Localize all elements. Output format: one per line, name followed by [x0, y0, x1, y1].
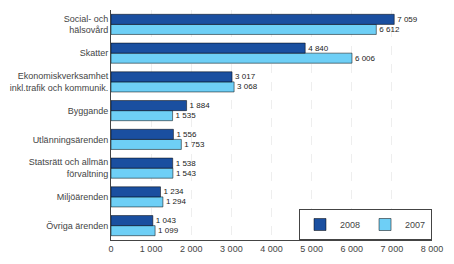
- svg-text:6 612: 6 612: [379, 25, 400, 34]
- svg-text:7 000: 7 000: [381, 244, 404, 254]
- svg-text:2007: 2007: [405, 220, 425, 230]
- svg-text:Skatter: Skatter: [80, 48, 109, 58]
- svg-text:Byggande: Byggande: [68, 106, 109, 116]
- svg-text:7 059: 7 059: [397, 15, 418, 24]
- svg-text:2008: 2008: [340, 220, 360, 230]
- svg-text:1 884: 1 884: [190, 101, 211, 110]
- svg-text:3 068: 3 068: [237, 82, 258, 91]
- svg-text:1 000: 1 000: [140, 244, 163, 254]
- svg-text:Utlänningsärenden: Utlänningsärenden: [33, 135, 109, 145]
- svg-text:6 006: 6 006: [355, 54, 376, 63]
- svg-text:1 535: 1 535: [176, 111, 197, 120]
- svg-text:3 017: 3 017: [235, 72, 256, 81]
- svg-text:Ekonomiskverksamhetinkl.trafik: Ekonomiskverksamhetinkl.trafik och kommu…: [10, 71, 109, 93]
- svg-text:1 753: 1 753: [184, 140, 205, 149]
- svg-text:6 000: 6 000: [340, 244, 363, 254]
- svg-text:2 000: 2 000: [180, 244, 203, 254]
- svg-text:Statsrätt och allmänförvaltnin: Statsrätt och allmänförvaltning: [29, 157, 109, 179]
- svg-text:5 000: 5 000: [300, 244, 323, 254]
- svg-text:Övriga ärenden: Övriga ärenden: [46, 221, 108, 231]
- svg-text:Social- ochhälsovård: Social- ochhälsovård: [64, 14, 109, 36]
- svg-text:0: 0: [108, 244, 113, 254]
- svg-text:1 043: 1 043: [156, 216, 177, 225]
- svg-text:1 538: 1 538: [176, 159, 197, 168]
- svg-text:3 000: 3 000: [220, 244, 243, 254]
- svg-text:4 840: 4 840: [308, 44, 329, 53]
- svg-text:1 543: 1 543: [176, 169, 197, 178]
- svg-text:1 556: 1 556: [176, 130, 197, 139]
- svg-text:4 000: 4 000: [260, 244, 283, 254]
- svg-text:8 000: 8 000: [421, 244, 444, 254]
- svg-text:1 099: 1 099: [158, 226, 179, 235]
- svg-text:1 294: 1 294: [166, 197, 187, 206]
- svg-text:1 234: 1 234: [164, 187, 185, 196]
- svg-text:Miljöärenden: Miljöärenden: [57, 192, 109, 202]
